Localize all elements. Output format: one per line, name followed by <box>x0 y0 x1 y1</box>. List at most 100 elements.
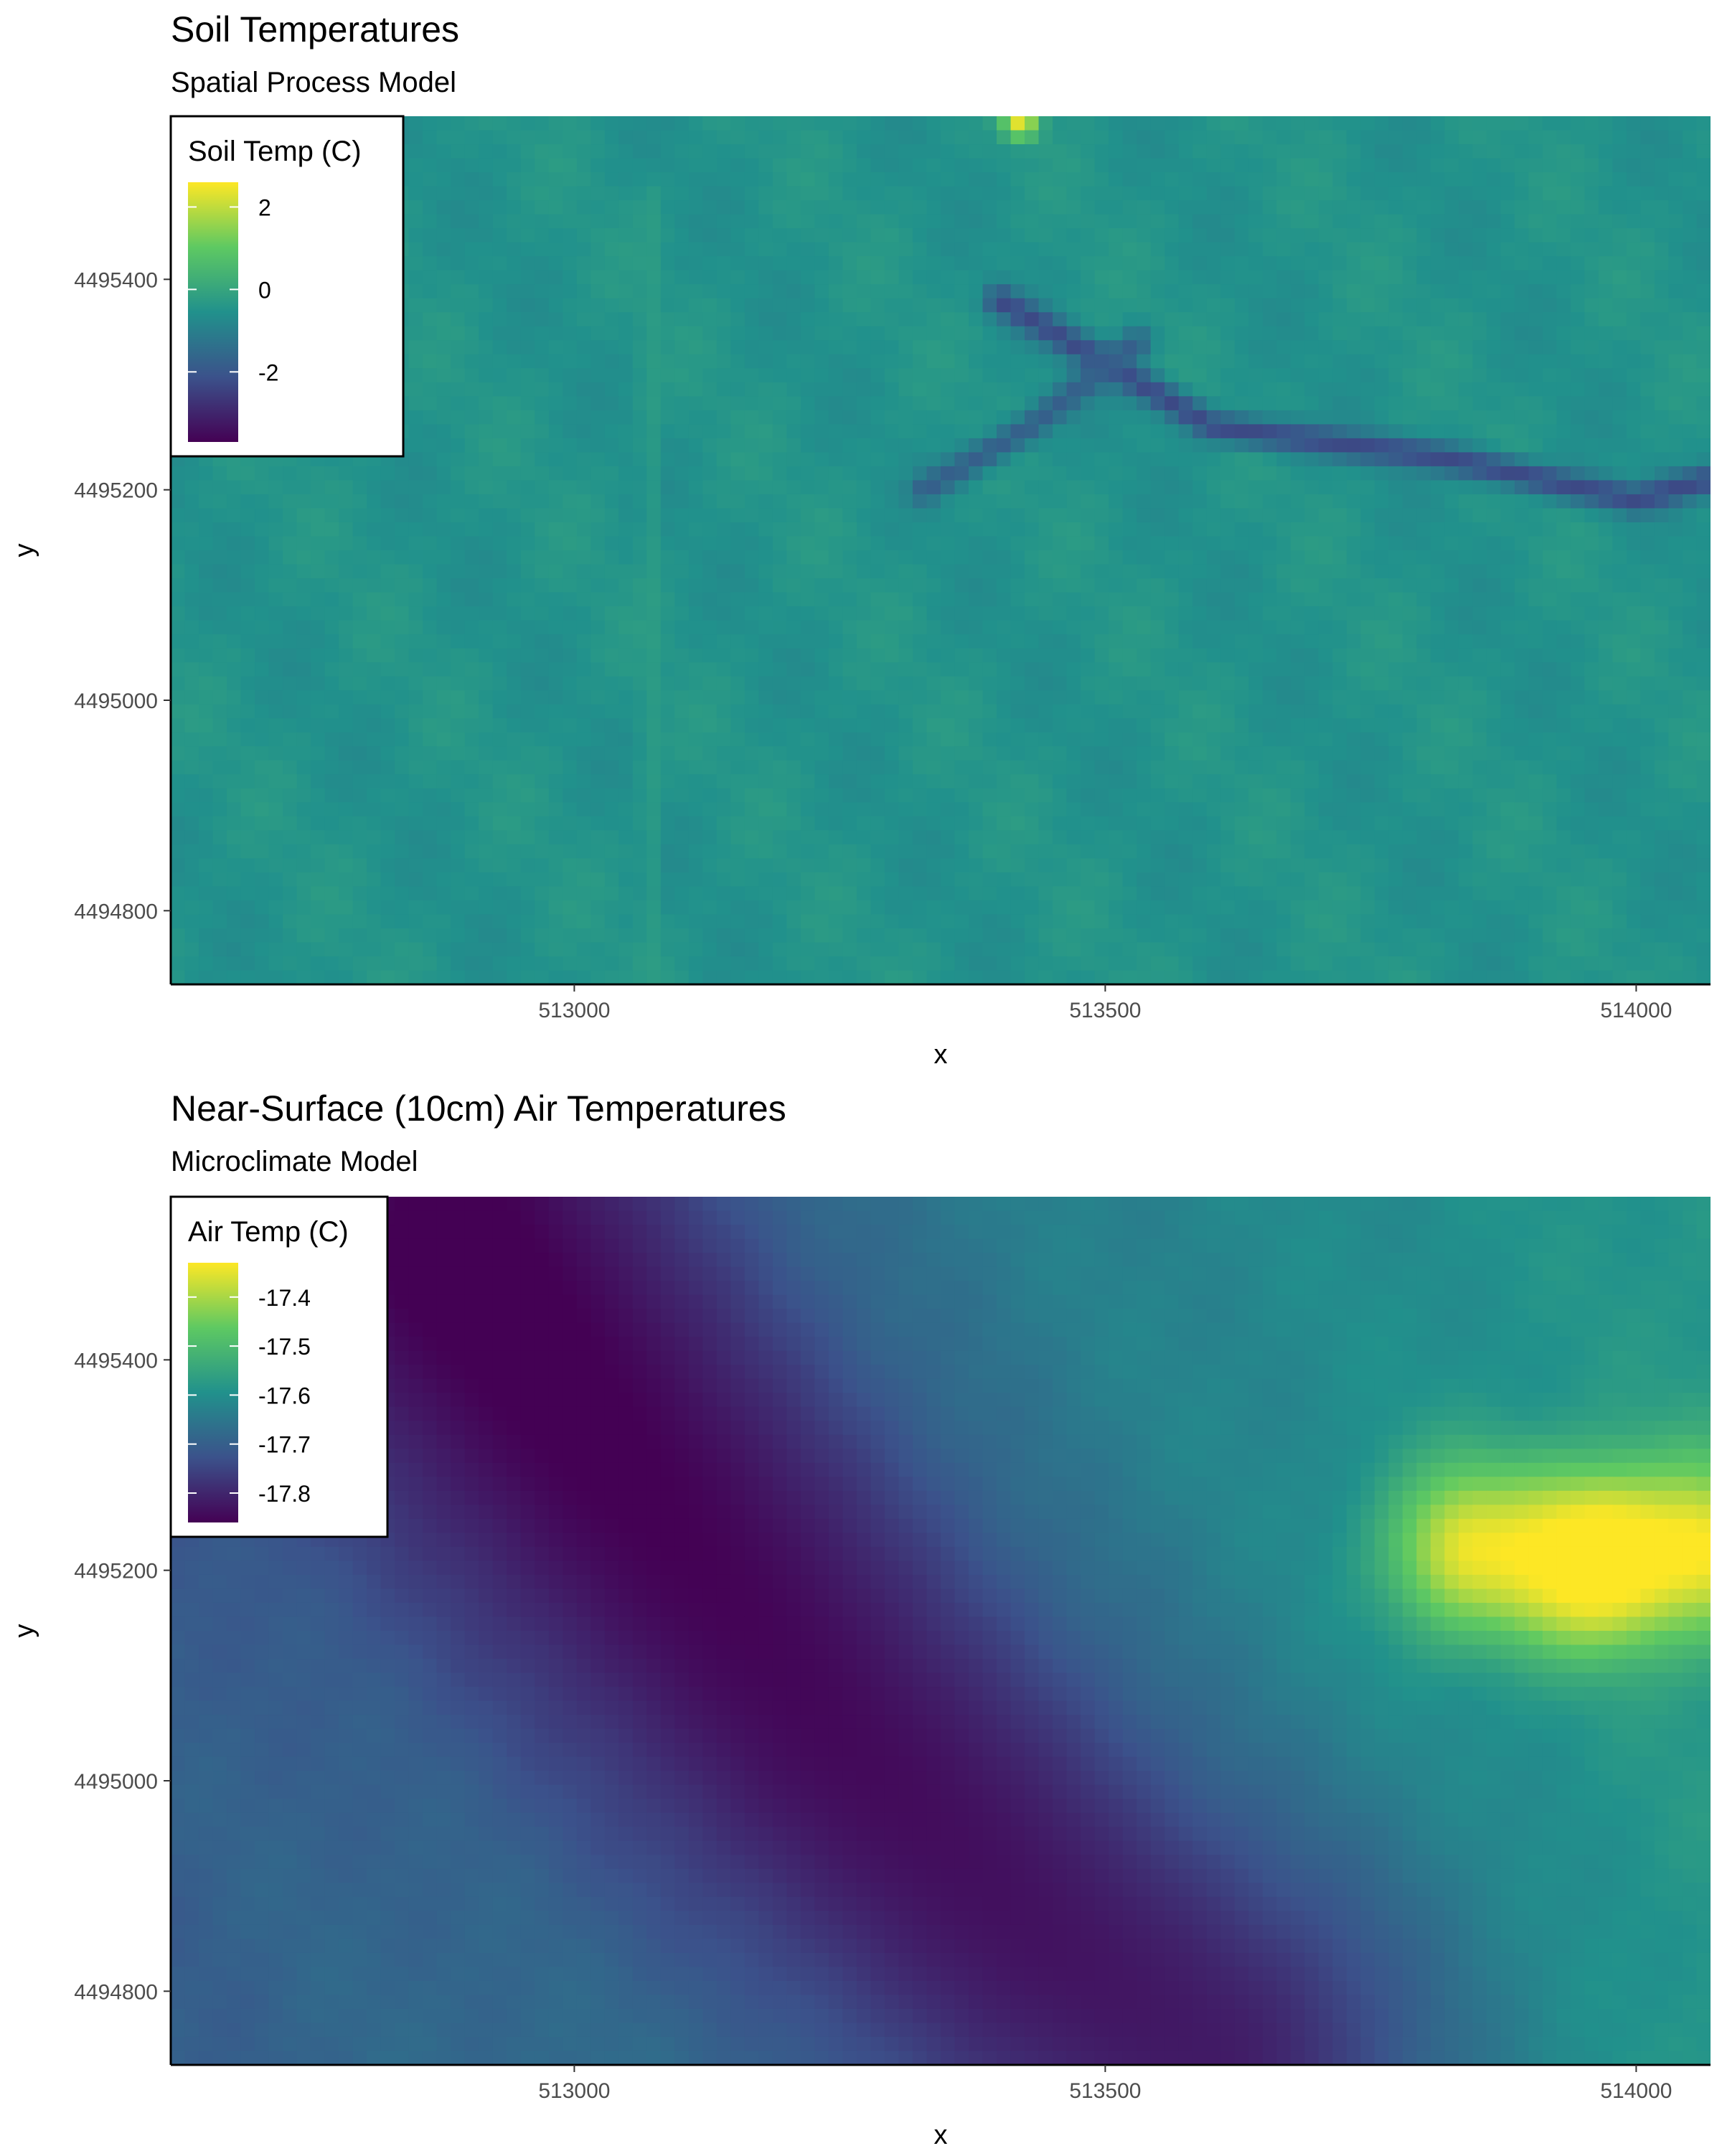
heatmap-cell <box>982 732 997 747</box>
heatmap-cell <box>1165 536 1180 551</box>
heatmap-cell <box>408 704 423 719</box>
heatmap-cell <box>800 536 816 551</box>
heatmap-cell <box>1010 438 1025 453</box>
heatmap-cell <box>646 130 662 145</box>
heatmap-cell <box>884 676 900 691</box>
heatmap-cell <box>1234 158 1249 173</box>
heatmap-cell <box>870 634 885 649</box>
heatmap-cell <box>1374 298 1389 313</box>
heatmap-cell <box>1150 116 1165 131</box>
heatmap-cell <box>1304 424 1319 439</box>
heatmap-cell <box>423 172 438 187</box>
heatmap-cell <box>954 172 969 187</box>
heatmap-cell <box>1486 438 1501 453</box>
heatmap-cell <box>1150 676 1165 691</box>
heatmap-cell <box>926 186 941 201</box>
heatmap-cell <box>408 746 423 761</box>
heatmap-cell <box>688 578 703 593</box>
heatmap-cell <box>604 592 619 607</box>
heatmap-cell <box>1444 690 1459 705</box>
heatmap-cell <box>702 340 718 355</box>
heatmap-cell <box>969 676 984 691</box>
heatmap-cell <box>1178 466 1193 481</box>
heatmap-cell <box>688 200 703 215</box>
heatmap-cell <box>1486 228 1501 243</box>
heatmap-cell <box>842 172 857 187</box>
heatmap-cell <box>1262 564 1277 579</box>
heatmap-cell <box>1262 648 1277 663</box>
heatmap-cell <box>1206 494 1221 509</box>
heatmap-cell <box>898 172 913 187</box>
heatmap-cell <box>1542 284 1557 299</box>
heatmap-cell <box>772 536 787 551</box>
heatmap-cell <box>1122 144 1137 159</box>
heatmap-cell <box>941 438 956 453</box>
heatmap-cell <box>884 578 900 593</box>
heatmap-cell <box>1081 494 1096 509</box>
heatmap-cell <box>941 494 956 509</box>
heatmap-cell <box>1514 578 1529 593</box>
heatmap-cell <box>1514 326 1529 341</box>
heatmap-cell <box>339 508 354 523</box>
heatmap-cell <box>1640 494 1655 509</box>
heatmap-cell <box>408 326 423 341</box>
heatmap-cell <box>786 172 801 187</box>
heatmap-cell <box>1542 606 1557 621</box>
heatmap-cell <box>702 312 718 327</box>
heatmap-cell <box>479 536 494 551</box>
heatmap-cell <box>1262 382 1277 397</box>
heatmap-cell <box>912 424 928 439</box>
heatmap-cell <box>1542 718 1557 733</box>
heatmap-cell <box>926 634 941 649</box>
heatmap-cell <box>199 634 214 649</box>
heatmap-cell <box>912 214 928 229</box>
heatmap-cell <box>408 732 423 747</box>
heatmap-cell <box>1374 508 1389 523</box>
heatmap-cell <box>786 550 801 565</box>
heatmap-cell <box>548 424 563 439</box>
heatmap-cell <box>1472 592 1487 607</box>
heatmap-cell <box>1025 634 1040 649</box>
heatmap-cell <box>1542 298 1557 313</box>
heatmap-cell <box>1542 326 1557 341</box>
heatmap-cell <box>772 522 787 537</box>
heatmap-cell <box>814 228 829 243</box>
heatmap-cell <box>702 158 718 173</box>
heatmap-cell <box>758 130 773 145</box>
heatmap-cell <box>1053 130 1068 145</box>
heatmap-cell <box>240 536 255 551</box>
heatmap-cell <box>1010 382 1025 397</box>
heatmap-cell <box>520 480 535 495</box>
heatmap-cell <box>227 508 242 523</box>
heatmap-cell <box>660 508 675 523</box>
heatmap-cell <box>423 452 438 467</box>
heatmap-cell <box>1053 144 1068 159</box>
heatmap-cell <box>1276 676 1292 691</box>
heatmap-cell <box>436 158 451 173</box>
heatmap-cell <box>507 340 522 355</box>
heatmap-cell <box>730 130 745 145</box>
heatmap-cell <box>1556 228 1571 243</box>
heatmap-cell <box>324 746 339 761</box>
heatmap-cell <box>786 592 801 607</box>
heatmap-cell <box>1066 144 1081 159</box>
heatmap-cell <box>367 550 382 565</box>
heatmap-cell <box>1165 326 1180 341</box>
heatmap-cell <box>1444 536 1459 551</box>
heatmap-cell <box>800 186 816 201</box>
heatmap-cell <box>1388 270 1403 285</box>
heatmap-cell <box>1220 298 1236 313</box>
heatmap-cell <box>1206 256 1221 271</box>
heatmap-cell <box>1150 382 1165 397</box>
heatmap-cell <box>1178 494 1193 509</box>
heatmap-cell <box>1360 522 1375 537</box>
heatmap-cell <box>870 732 885 747</box>
heatmap-cell <box>1668 438 1683 453</box>
heatmap-cell <box>296 620 311 635</box>
heatmap-cell <box>464 312 479 327</box>
heatmap-cell <box>1626 186 1642 201</box>
heatmap-cell <box>479 746 494 761</box>
heatmap-cell <box>758 550 773 565</box>
heatmap-cell <box>1430 368 1445 383</box>
heatmap-cell <box>828 536 844 551</box>
